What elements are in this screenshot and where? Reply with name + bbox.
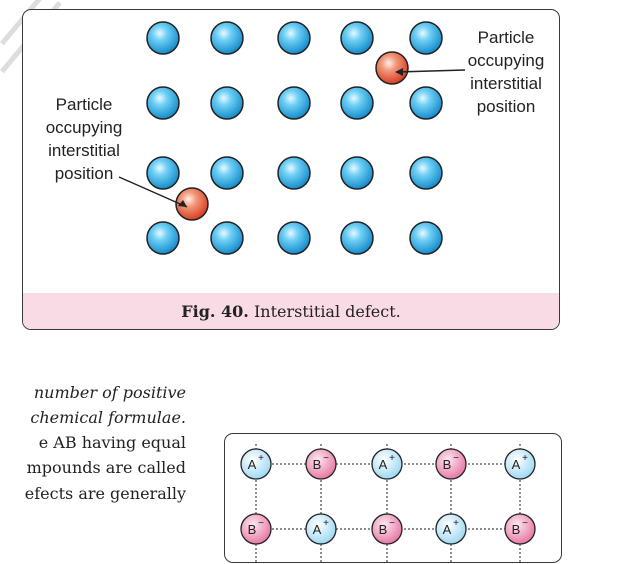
- ion-label: B: [512, 522, 521, 537]
- arrowhead-left: [178, 200, 187, 207]
- ion-label: A: [379, 457, 388, 472]
- lattice-particle: [277, 86, 311, 120]
- label-line: position: [476, 97, 536, 116]
- ion-particle: A +: [240, 448, 272, 480]
- lattice-particle: [277, 21, 311, 55]
- lattice-particle: [340, 21, 374, 55]
- ion-label: A: [313, 522, 322, 537]
- figure-caption: Fig. 40. Interstitial defect.: [23, 302, 559, 321]
- lattice-particle: [409, 21, 443, 55]
- leader-line-right: [396, 69, 466, 73]
- ion-particle: A +: [305, 513, 337, 545]
- ion-particle: B −: [504, 513, 536, 545]
- lattice-particle: [146, 221, 180, 255]
- ion-particle: A +: [435, 513, 467, 545]
- caption-band: [23, 293, 559, 329]
- lattice-particles: [146, 21, 443, 255]
- ionic-lattice-figure: A + B − A + B − A + B − A + B − A + B −: [224, 433, 562, 564]
- ion-charge: +: [522, 453, 528, 464]
- label-line: interstitial: [48, 141, 120, 160]
- ion-label: B: [443, 457, 452, 472]
- ion-charge: +: [453, 518, 459, 529]
- label-line: position: [54, 164, 114, 183]
- paragraph-line: efects are generally: [24, 484, 186, 503]
- interstitial-particle-right: [375, 51, 409, 85]
- lattice-particle: [210, 86, 244, 120]
- ion-charge: −: [522, 518, 528, 529]
- interstitial-defect-figure: Particle occupying interstitial position…: [22, 9, 560, 330]
- paragraph-line: e AB having equal: [38, 433, 186, 452]
- paragraph-line: chemical formulae.: [30, 408, 186, 427]
- lattice-particle: [277, 221, 311, 255]
- caption-text: Interstitial defect.: [253, 302, 401, 321]
- lattice-particle: [146, 21, 180, 55]
- lattice-particle: [146, 156, 180, 190]
- lattice-particle: [277, 156, 311, 190]
- lattice-particle: [340, 156, 374, 190]
- label-line: Particle: [477, 28, 535, 47]
- ion-particle: B −: [305, 448, 337, 480]
- ion-particle: A +: [371, 448, 403, 480]
- ion-charge: +: [258, 453, 264, 464]
- label-line: Particle: [55, 95, 113, 114]
- ion-charge: −: [389, 518, 395, 529]
- paragraph-line: mpounds are called: [26, 458, 186, 477]
- ionic-particles: A + B − A + B − A +B − A + B − A + B −: [240, 444, 536, 564]
- arrowhead-right: [395, 68, 403, 76]
- lattice-particle: [409, 221, 443, 255]
- ion-particle: B −: [240, 513, 272, 545]
- ionic-lattice-diagram: A + B − A + B − A +B − A + B − A + B −: [240, 444, 536, 564]
- lattice-particle: [210, 156, 244, 190]
- ion-label: B: [313, 457, 322, 472]
- caption-number: Fig. 40.: [181, 302, 249, 321]
- ion-label: A: [443, 522, 452, 537]
- ion-charge: −: [323, 453, 329, 464]
- ion-label: A: [512, 457, 521, 472]
- label-line: occupying: [45, 118, 123, 137]
- ion-charge: +: [323, 518, 329, 529]
- label-interstitial-right: Particle occupying interstitial position: [453, 26, 559, 118]
- ion-charge: +: [389, 453, 395, 464]
- label-interstitial-left: Particle occupying interstitial position: [31, 93, 137, 185]
- paragraph-line: number of positive: [33, 383, 186, 402]
- ion-particle: A +: [504, 448, 536, 480]
- leader-line-left: [118, 176, 188, 208]
- lattice-particle: [210, 21, 244, 55]
- ion-label: A: [248, 457, 257, 472]
- ion-charge: −: [258, 518, 264, 529]
- label-line: occupying: [467, 51, 545, 70]
- label-line: interstitial: [470, 74, 542, 93]
- lattice-diagram: [118, 21, 466, 255]
- lattice-particle: [340, 86, 374, 120]
- lattice-particle: [146, 86, 180, 120]
- lattice-particle: [409, 156, 443, 190]
- ion-label: B: [248, 522, 257, 537]
- lattice-particle: [340, 221, 374, 255]
- ion-label: B: [379, 522, 388, 537]
- ion-particle: B −: [371, 513, 403, 545]
- ion-particle: B −: [435, 448, 467, 480]
- ion-charge: −: [453, 453, 459, 464]
- lattice-particle: [409, 86, 443, 120]
- lattice-particle: [210, 221, 244, 255]
- interstitial-particle-left: [175, 187, 209, 221]
